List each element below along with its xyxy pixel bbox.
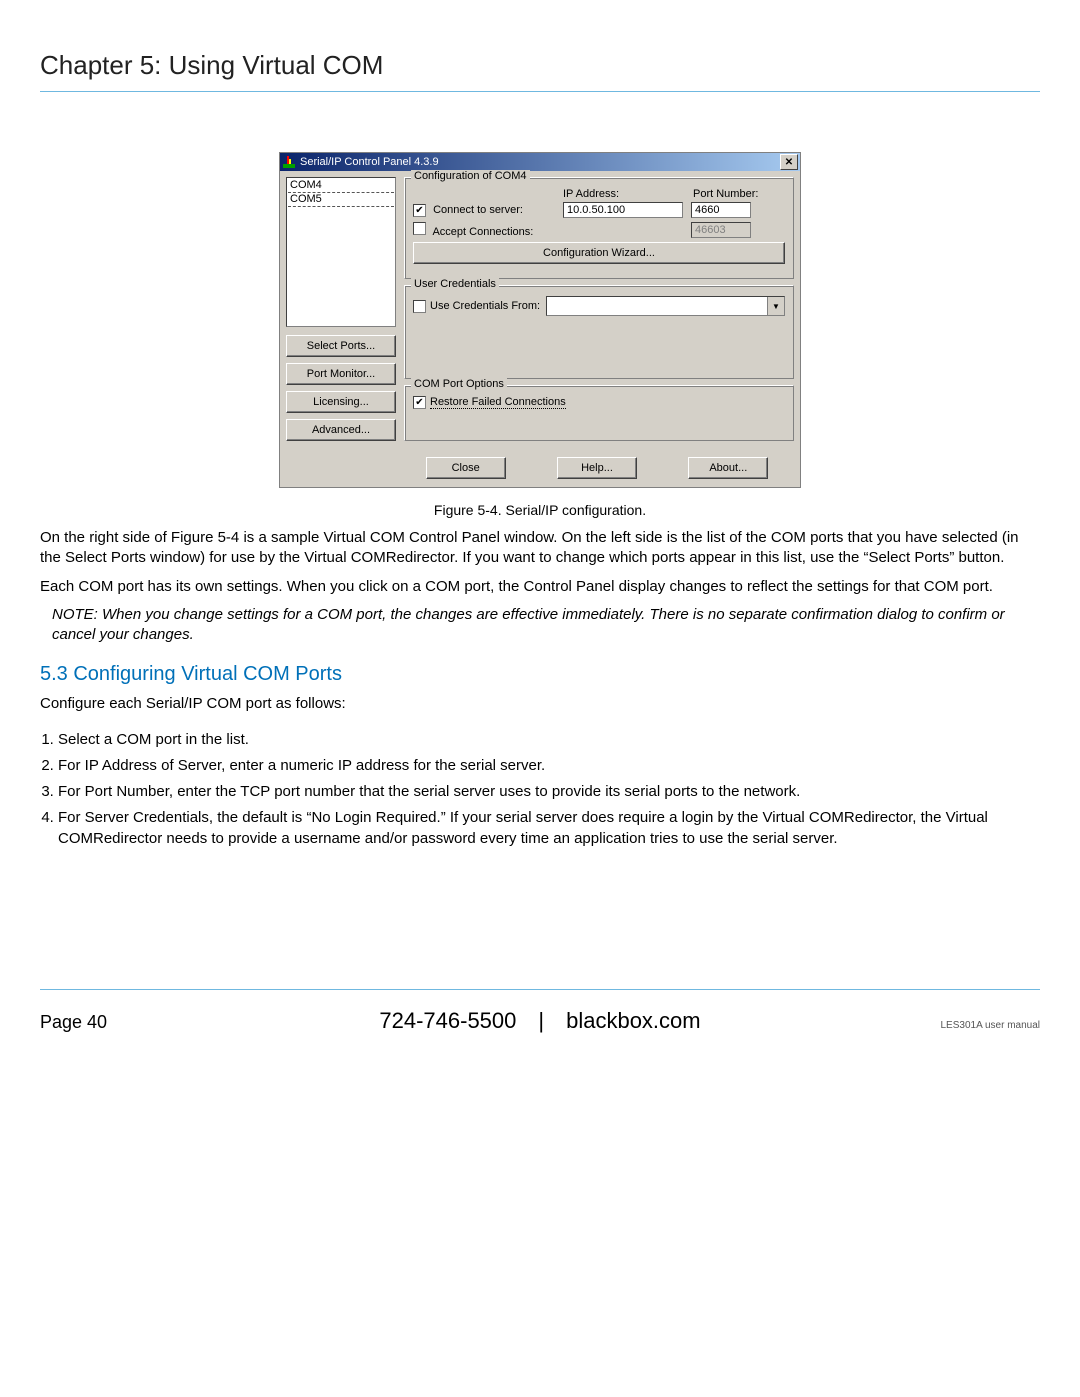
- port-number-input[interactable]: [691, 202, 751, 218]
- credentials-legend: User Credentials: [411, 278, 499, 290]
- paragraph-2: Each COM port has its own settings. When…: [40, 577, 1040, 597]
- step-4: For Server Credentials, the default is “…: [58, 808, 1040, 849]
- step-3: For Port Number, enter the TCP port numb…: [58, 782, 1040, 802]
- about-button[interactable]: About...: [688, 457, 768, 479]
- config-wizard-button[interactable]: Configuration Wizard...: [413, 242, 785, 264]
- port-item-com4[interactable]: COM4: [288, 179, 394, 193]
- titlebar: Serial/IP Control Panel 4.3.9 ✕: [280, 153, 800, 171]
- accept-label: Accept Connections:: [432, 226, 533, 238]
- app-icon: [282, 155, 296, 169]
- help-button[interactable]: Help...: [557, 457, 637, 479]
- connect-checkbox[interactable]: ✔: [413, 204, 426, 217]
- page-number: Page 40: [40, 1012, 240, 1033]
- page-footer: Page 40 724-746-5500 | blackbox.com LES3…: [40, 989, 1040, 1034]
- ip-address-input[interactable]: [563, 202, 683, 218]
- ip-address-label: IP Address:: [563, 188, 693, 200]
- port-number-label: Port Number:: [693, 188, 758, 200]
- note-text: When you change settings for a COM port,…: [52, 606, 1005, 643]
- paragraph-3: Configure each Serial/IP COM port as fol…: [40, 694, 1040, 714]
- note-label: NOTE:: [52, 606, 102, 623]
- serialip-dialog: Serial/IP Control Panel 4.3.9 ✕ COM4 COM…: [279, 152, 801, 488]
- restore-label: Restore Failed Connections: [430, 396, 566, 409]
- section-heading: 5.3 Configuring Virtual COM Ports: [40, 663, 1040, 686]
- configuration-group: Configuration of COM4 IP Address: Port N…: [404, 177, 794, 279]
- step-2: For IP Address of Server, enter a numeri…: [58, 756, 1040, 776]
- paragraph-1: On the right side of Figure 5-4 is a sam…: [40, 528, 1040, 569]
- chevron-down-icon[interactable]: ▼: [767, 297, 784, 315]
- port-list[interactable]: COM4 COM5: [286, 177, 396, 327]
- accept-port-input: [691, 222, 751, 238]
- licensing-button[interactable]: Licensing...: [286, 391, 396, 413]
- use-credentials-label: Use Credentials From:: [430, 300, 540, 312]
- step-1: Select a COM port in the list.: [58, 730, 1040, 750]
- advanced-button[interactable]: Advanced...: [286, 419, 396, 441]
- note-paragraph: NOTE: When you change settings for a COM…: [40, 605, 1040, 646]
- options-legend: COM Port Options: [411, 378, 507, 390]
- accept-checkbox[interactable]: [413, 222, 426, 235]
- chapter-title: Chapter 5: Using Virtual COM: [40, 50, 1040, 92]
- footer-center: 724-746-5500 | blackbox.com: [240, 1008, 840, 1034]
- use-credentials-checkbox[interactable]: [413, 300, 426, 313]
- dialog-title: Serial/IP Control Panel 4.3.9: [300, 156, 780, 168]
- options-group: COM Port Options ✔ Restore Failed Connec…: [404, 385, 794, 441]
- configuration-legend: Configuration of COM4: [411, 170, 530, 182]
- credentials-select[interactable]: ▼: [546, 296, 785, 316]
- steps-list: Select a COM port in the list. For IP Ad…: [40, 730, 1040, 849]
- connect-label: Connect to server:: [433, 204, 523, 216]
- close-button[interactable]: Close: [426, 457, 506, 479]
- port-monitor-button[interactable]: Port Monitor...: [286, 363, 396, 385]
- figure-caption: Figure 5-4. Serial/IP configuration.: [40, 502, 1040, 518]
- port-item-com5[interactable]: COM5: [288, 193, 394, 207]
- select-ports-button[interactable]: Select Ports...: [286, 335, 396, 357]
- close-icon[interactable]: ✕: [780, 154, 798, 170]
- credentials-group: User Credentials Use Credentials From: ▼: [404, 285, 794, 379]
- footer-right: LES301A user manual: [840, 1020, 1040, 1031]
- restore-checkbox[interactable]: ✔: [413, 396, 426, 409]
